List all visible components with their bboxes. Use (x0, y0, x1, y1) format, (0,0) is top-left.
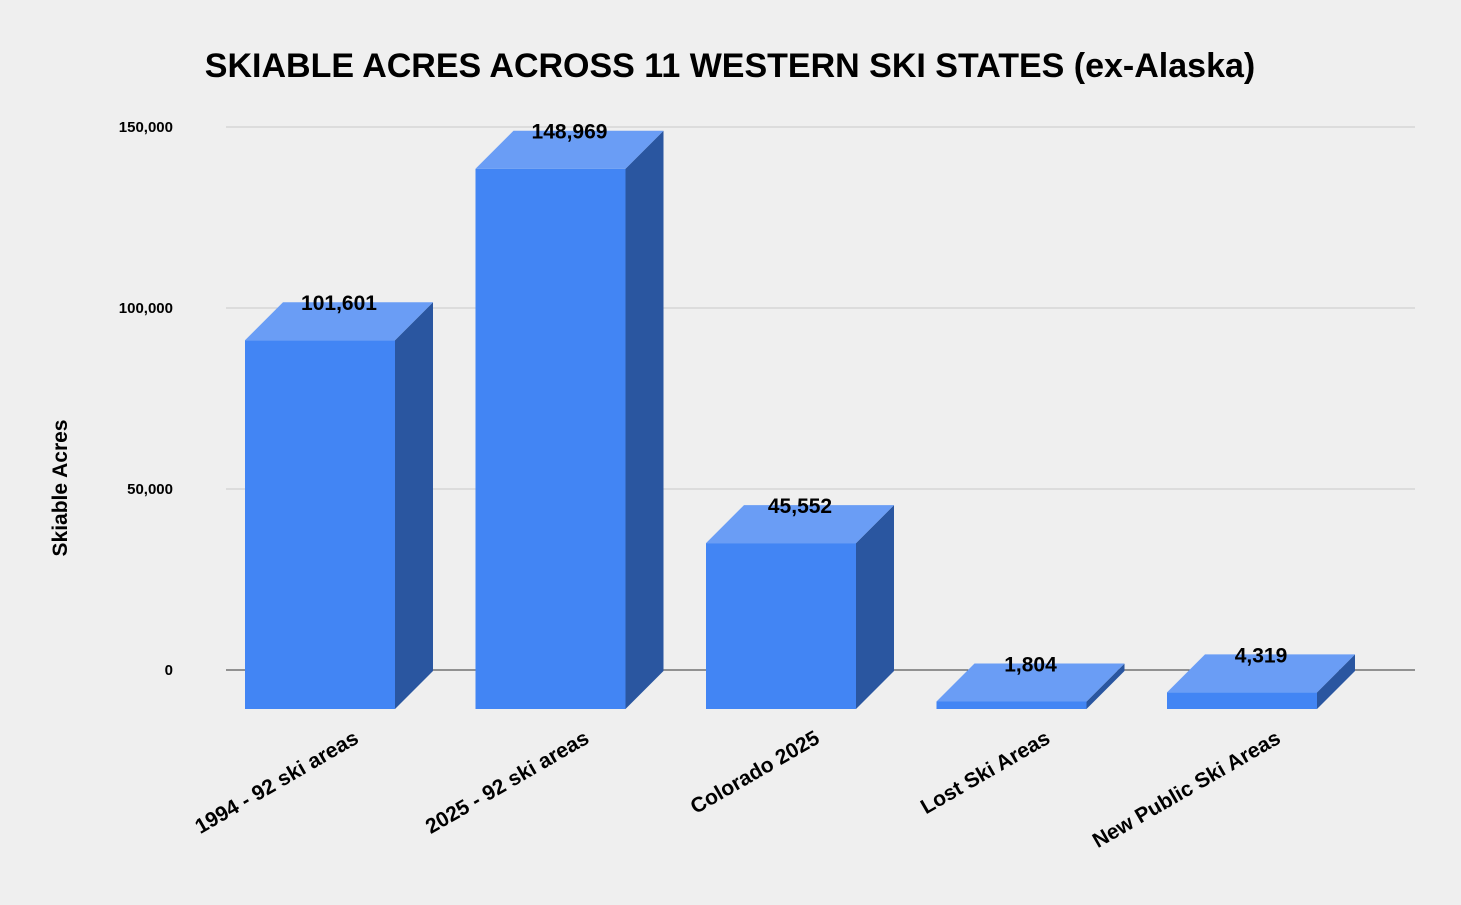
bars: 101,601 148,969 45,552 1,804 4,319 (245, 121, 1355, 709)
y-tick-label: 0 (165, 662, 173, 679)
bar-side (395, 302, 433, 709)
bar-side (1317, 654, 1355, 709)
bar (475, 168, 626, 709)
x-tick-label: 2025 - 92 ski areas (422, 726, 593, 838)
bar (245, 340, 395, 709)
x-tick-label: 1994 - 92 ski areas (191, 726, 362, 838)
bar-side (856, 505, 894, 709)
x-tick-label: Lost Ski Areas (917, 726, 1054, 818)
data-label: 1,804 (1004, 653, 1057, 676)
y-tick-label: 50,000 (127, 481, 173, 498)
bar (706, 543, 856, 709)
bar (1167, 692, 1317, 709)
data-label: 45,552 (768, 495, 832, 518)
bar-top (1167, 654, 1355, 693)
bar (936, 701, 1087, 709)
chart-title: SKIABLE ACRES ACROSS 11 WESTERN SKI STAT… (205, 47, 1255, 85)
bar-side (1086, 663, 1125, 709)
bar-group: 1,804 (936, 653, 1125, 709)
y-axis-ticks: 0 50,000 100,000 150,000 (119, 119, 173, 679)
bar-top (706, 505, 894, 544)
bar-top (475, 130, 664, 169)
x-axis-ticks: 1994 - 92 ski areas 2025 - 92 ski areas Co… (191, 726, 1284, 852)
x-tick-label: New Public Ski Areas (1089, 726, 1285, 852)
bar-group: 148,969 (475, 121, 664, 709)
x-tick-label: Colorado 2025 (687, 726, 824, 818)
y-tick-label: 100,000 (119, 300, 173, 317)
y-tick-label: 150,000 (119, 119, 173, 136)
data-label: 4,319 (1235, 644, 1288, 667)
bar-top (936, 663, 1125, 702)
bar-group: 4,319 (1167, 644, 1355, 709)
data-label: 148,969 (532, 121, 608, 144)
bar-group: 45,552 (706, 495, 894, 709)
y-axis-title: Skiable Acres (49, 420, 72, 557)
data-label: 101,601 (301, 292, 377, 315)
bar-top (245, 302, 433, 341)
bar-side (625, 130, 664, 709)
bar-group: 101,601 (245, 292, 433, 709)
